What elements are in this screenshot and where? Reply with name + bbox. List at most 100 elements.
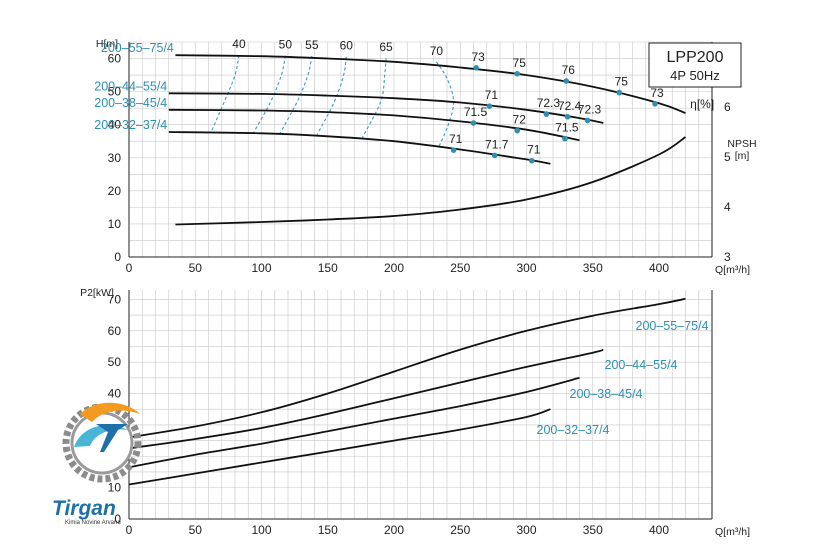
x-tick-label: 350 <box>583 261 603 275</box>
y-tick-label: 50 <box>108 355 122 369</box>
iso-efficiency-line <box>253 55 286 133</box>
power-curve-label: 200–38–45/4 <box>570 387 643 401</box>
efficiency-point-label: 75 <box>513 56 527 70</box>
y-tick-label: 40 <box>108 387 122 401</box>
y-axis-title: P2[kW] <box>80 287 114 299</box>
efficiency-point <box>529 157 535 164</box>
power-curve-label: 200–32–37/4 <box>537 423 610 437</box>
power-curve-label: 200–44–55/4 <box>605 358 678 372</box>
efficiency-point-label: 71 <box>449 132 463 146</box>
x-tick-label: 200 <box>384 523 404 537</box>
efficiency-point-label: 72 <box>513 113 527 127</box>
power-curve-label: 200–55–75/4 <box>636 319 709 333</box>
y-tick-label: 50 <box>108 85 122 99</box>
efficiency-point <box>514 70 521 77</box>
iso-efficiency-label: 40 <box>232 37 246 51</box>
x-tick-label: 350 <box>583 523 603 537</box>
npsh-axis-unit: [m] <box>735 150 750 162</box>
y-tick-label: 30 <box>108 151 122 165</box>
npsh-tick-label: 3 <box>724 250 731 264</box>
efficiency-point-label: 72.3 <box>537 96 561 110</box>
efficiency-point-label: 76 <box>562 63 576 77</box>
x-tick-label: 400 <box>649 523 669 537</box>
efficiency-point-label: 72.3 <box>578 102 602 116</box>
y-tick-label: 0 <box>114 512 121 526</box>
efficiency-point <box>486 103 493 109</box>
head-curve-label: 200–44–55/4 <box>94 79 167 93</box>
y-tick-label: 70 <box>108 292 122 306</box>
efficiency-point <box>652 101 658 107</box>
x-tick-label: 300 <box>516 261 536 275</box>
iso-efficiency-line <box>210 55 240 133</box>
efficiency-point <box>616 89 623 96</box>
head-curve-label: 200–32–37/4 <box>94 118 167 132</box>
x-tick-label: 200 <box>384 261 404 275</box>
iso-efficiency-label: 70 <box>430 44 444 58</box>
y-tick-label: 60 <box>108 324 122 338</box>
npsh-tick-label: 6 <box>724 100 731 114</box>
y-tick-label: 60 <box>108 52 122 66</box>
x-tick-label: 150 <box>318 261 338 275</box>
efficiency-point <box>543 111 550 117</box>
iso-efficiency-label: 60 <box>340 39 354 53</box>
x-tick-label: 250 <box>450 523 470 537</box>
y-tick-label: 10 <box>108 217 122 231</box>
npsh-axis-title: NPSH <box>727 138 756 150</box>
power-curve <box>128 297 686 439</box>
x-tick-label: 50 <box>189 261 203 275</box>
x-axis-title: Q[m³/h] <box>715 526 750 538</box>
power-curve <box>128 348 604 450</box>
logo-wave-icon <box>74 425 128 447</box>
y-tick-label: 20 <box>108 184 122 198</box>
power-curve <box>128 408 551 486</box>
efficiency-point-label: 71.7 <box>485 137 509 151</box>
x-tick-label: 300 <box>516 523 536 537</box>
x-axis-title: Q[m³/h] <box>715 264 750 276</box>
x-tick-label: 50 <box>189 523 203 537</box>
efficiency-point-label: 71 <box>485 88 499 102</box>
y-tick-label: 0 <box>114 250 121 264</box>
efficiency-point-label: 71 <box>527 143 541 157</box>
head-flow-panel: 0 50 100 150 200 250 300 350 4000102030405060H[m… <box>94 37 756 276</box>
efficiency-point <box>491 152 498 159</box>
x-tick-label: 0 <box>126 523 133 537</box>
efficiency-point <box>563 78 570 84</box>
power-curve <box>128 376 580 469</box>
efficiency-point <box>450 147 457 153</box>
x-tick-label: 100 <box>251 523 271 537</box>
npsh-tick-label: 5 <box>724 150 731 164</box>
iso-efficiency-label: 55 <box>305 38 319 52</box>
head-curve-label: 200–55–75/4 <box>101 41 174 55</box>
iso-efficiency-line <box>316 56 347 135</box>
iso-efficiency-line <box>279 55 313 134</box>
x-tick-label: 250 <box>450 261 470 275</box>
efficiency-point <box>564 113 571 120</box>
tirgan-logo: Tirgan Kimia Novine Arvand <box>52 402 142 526</box>
pump-speed-freq: 4P 50Hz <box>670 68 720 83</box>
head-curve <box>168 92 604 124</box>
efficiency-point-label: 71.5 <box>555 121 579 135</box>
efficiency-point <box>514 127 521 134</box>
head-curve-label: 200–38–45/4 <box>94 96 167 110</box>
efficiency-point-label: 71.5 <box>464 105 488 119</box>
efficiency-point <box>470 120 477 126</box>
y-axis-title: H[m] <box>96 38 118 50</box>
iso-efficiency-line <box>435 61 455 147</box>
efficiency-point-label: 73 <box>650 86 664 100</box>
head-curve <box>168 131 551 165</box>
logo-swoosh-icon <box>80 402 140 422</box>
head-curve <box>168 108 580 142</box>
power-flow-panel: 050100150200250300350400010203040506070P… <box>80 287 750 538</box>
pump-model-title: LPP200 <box>667 49 724 66</box>
npsh-curve <box>175 136 687 226</box>
efficiency-point <box>473 65 479 71</box>
logo-tagline: Kimia Novine Arvand <box>65 520 121 526</box>
logo-wordmark: Tirgan <box>52 497 116 520</box>
head-curve <box>175 54 686 114</box>
efficiency-axis-label: η[%] <box>690 97 714 111</box>
iso-efficiency-label: 65 <box>379 40 393 54</box>
pump-name-box: LPP200 4P 50Hz <box>648 42 742 88</box>
iso-efficiency-label: 50 <box>279 38 293 52</box>
efficiency-point-label: 72.4 <box>558 99 582 113</box>
